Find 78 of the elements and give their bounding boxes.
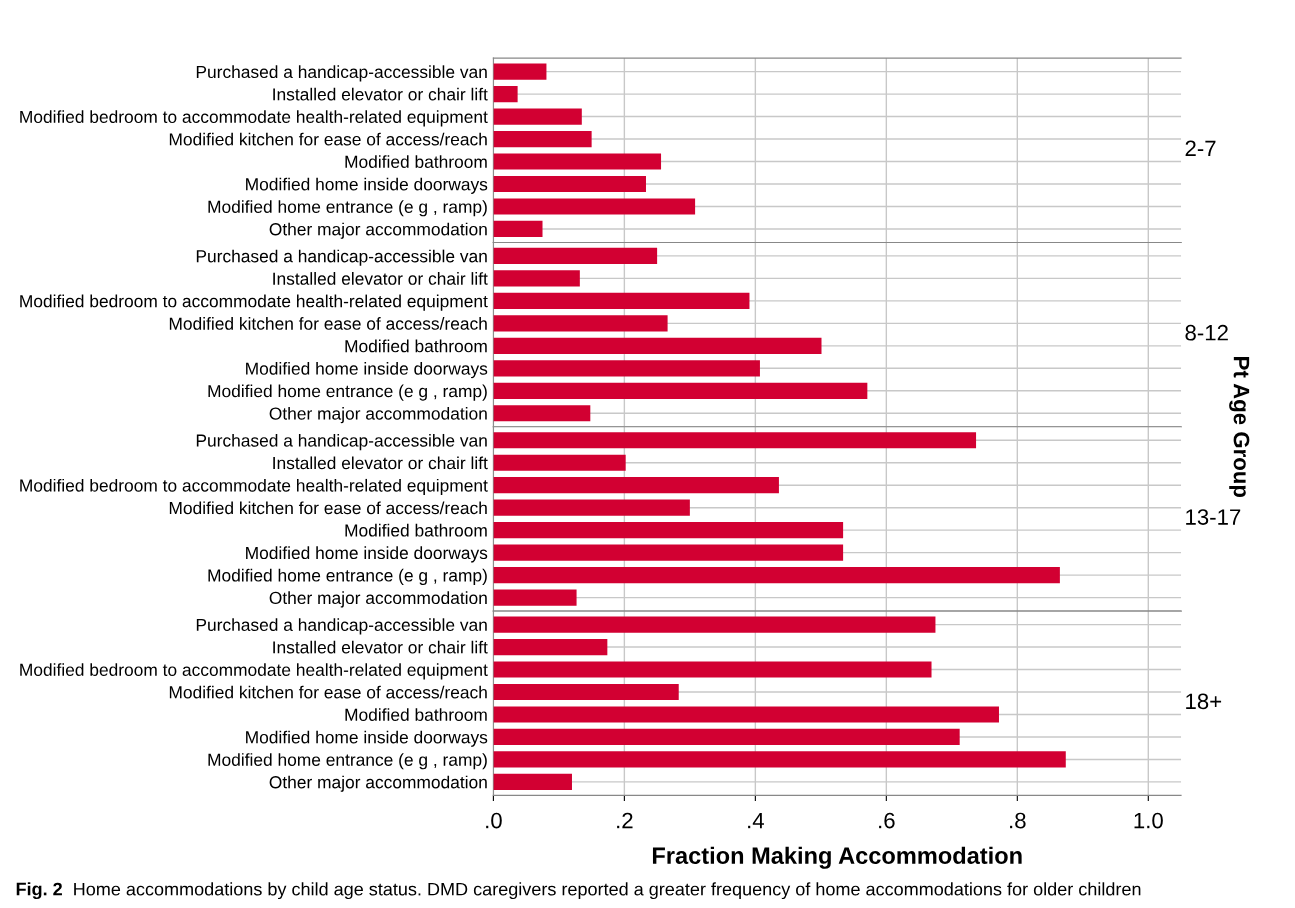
- y-axis-title: Pt Age Group: [1229, 357, 1250, 498]
- bar: [493, 85, 518, 103]
- bar: [493, 432, 977, 449]
- y-tick-label: Modified home inside doorways: [246, 177, 488, 194]
- y-tick-label: Purchased a handicap-accessible van: [196, 433, 487, 451]
- y-tick-label: Installed elevator or chair lift: [273, 456, 488, 470]
- y-tick-label: Other major accommodation: [269, 591, 487, 608]
- bar: [493, 108, 582, 125]
- bar: [493, 360, 760, 377]
- x-tick-label: .2: [617, 812, 633, 829]
- bar: [493, 63, 547, 80]
- y-tick-label: Modified home entrance (e g , ramp): [208, 200, 487, 217]
- bar: [493, 337, 822, 354]
- bar: [493, 477, 779, 494]
- bar: [493, 153, 662, 170]
- y-tick-label: Installed elevator or chair lift: [273, 640, 488, 654]
- text: Home accommodations by child age status. DMD caregivers reported a greater frequency of home accommodations for older children: [74, 882, 1141, 900]
- y-tick-label: Modified bedroom to accommodate health-related equipment: [20, 663, 488, 680]
- y-tick-label: Modified bathroom: [345, 523, 487, 537]
- caption: Fig. 2: [16, 882, 62, 900]
- bar: [493, 292, 750, 309]
- y-tick-label: Modified kitchen for ease of access/reach: [169, 685, 487, 699]
- y2-axis-title: 13-17: [1186, 509, 1241, 525]
- y-tick-label: Installed elevator or chair lift: [273, 87, 488, 101]
- y-tick-label: Modified home inside doorways: [246, 362, 488, 379]
- bar: [493, 589, 577, 606]
- y-tick-label: Modified kitchen for ease of access/reach: [169, 317, 487, 330]
- y-tick-label: Modified home entrance (e g , ramp): [208, 753, 487, 770]
- y2-axis-title: 18+: [1186, 693, 1222, 710]
- bar: [493, 382, 868, 399]
- bar: [493, 315, 668, 332]
- bar: [493, 175, 646, 193]
- bar: [493, 220, 543, 238]
- x-tick-label: .8: [1010, 812, 1026, 829]
- y-tick-label: Purchased a handicap-accessible van: [196, 618, 487, 635]
- bar: [493, 616, 936, 633]
- x-tick-label: .6: [879, 812, 895, 829]
- x-tick-label: .0: [486, 812, 502, 829]
- bar: [493, 751, 1066, 768]
- y-tick-label: Modified kitchen for ease of access/reach: [169, 501, 487, 515]
- bar: [493, 773, 572, 791]
- bar: [493, 499, 690, 516]
- bar: [493, 198, 696, 215]
- bar: [493, 270, 580, 287]
- bar: [493, 522, 844, 539]
- y2-axis-title: 8-12: [1185, 324, 1228, 341]
- bar: [493, 130, 592, 148]
- bar: [493, 728, 960, 746]
- bar: [493, 706, 999, 723]
- y-tick-label: Modified home inside doorways: [246, 730, 488, 747]
- bar: [493, 544, 844, 561]
- x-axis-title: Fraction Making Accommodation: [652, 846, 1022, 869]
- y-tick-label: Modified bathroom: [345, 339, 487, 353]
- bar: [493, 567, 1060, 584]
- y-tick-label: Modified kitchen for ease of access/reach: [169, 132, 487, 146]
- y-tick-label: Other major accommodation: [269, 406, 487, 424]
- y-tick-label: Modified bathroom: [345, 708, 487, 721]
- bar: [493, 247, 658, 265]
- y-tick-label: Modified home inside doorways: [246, 546, 488, 563]
- y2-axis-title: 2-7: [1185, 140, 1216, 157]
- y-tick-label: Installed elevator or chair lift: [273, 272, 488, 285]
- bar: [493, 661, 932, 678]
- y-tick-label: Modified bedroom to accommodate health-related equipment: [20, 478, 488, 496]
- y-tick-label: Modified home entrance (e g , ramp): [208, 384, 487, 401]
- y-tick-label: Modified bedroom to accommodate health-related equipment: [20, 110, 488, 127]
- y-tick-label: Other major accommodation: [269, 775, 487, 792]
- y-tick-label: Modified bedroom to accommodate health-related equipment: [20, 294, 488, 311]
- bar: [493, 683, 679, 701]
- bar: [493, 405, 591, 422]
- bar: [493, 638, 608, 656]
- bar: [493, 454, 626, 471]
- x-tick-label: 1.0: [1134, 812, 1163, 829]
- x-tick-label: .4: [748, 812, 764, 829]
- y-tick-label: Purchased a handicap-accessible van: [196, 65, 487, 82]
- y-tick-label: Purchased a handicap-accessible van: [196, 249, 487, 266]
- y-tick-label: Modified home entrance (e g , ramp): [208, 568, 487, 586]
- y-tick-label: Modified bathroom: [345, 155, 487, 168]
- y-tick-label: Other major accommodation: [269, 222, 487, 239]
